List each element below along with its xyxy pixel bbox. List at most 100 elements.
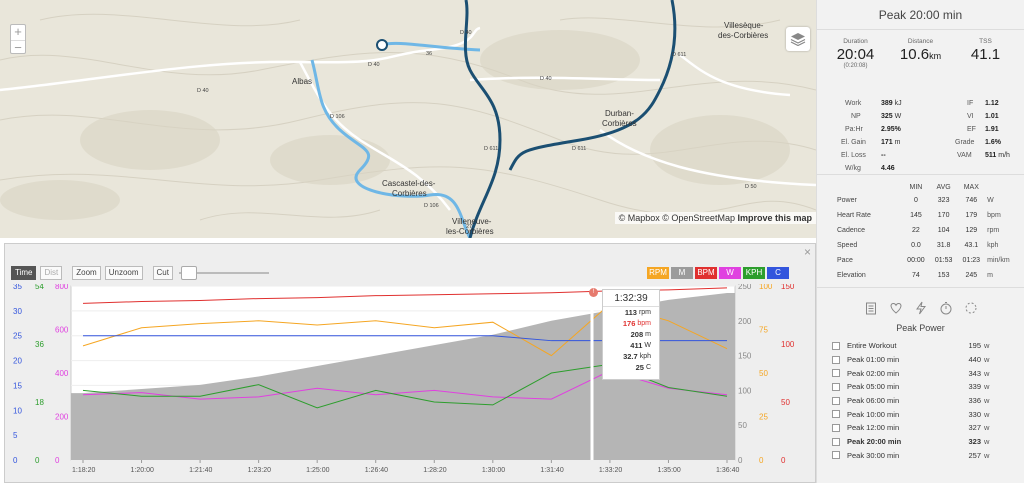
left-axis-tick: 200 xyxy=(55,413,69,422)
tss-metric: TSS 41.1 xyxy=(970,38,1001,63)
lightning-icon[interactable] xyxy=(914,301,928,315)
smoothing-slider[interactable] xyxy=(178,266,269,280)
x-tick-label: 1:31:40 xyxy=(540,467,563,474)
stat-ef: EF xyxy=(967,126,976,133)
detail-stats: Work 389 kJ NP 325 W Pa:Hr 2.95% El. Gai… xyxy=(817,96,1024,172)
left-axis-tick: 0 xyxy=(35,456,40,465)
peak-item-selected[interactable]: Peak 20:00 min 323 w xyxy=(817,435,1024,449)
x-tick-label: 1:18:20 xyxy=(72,467,95,474)
zoom-button[interactable]: Zoom xyxy=(72,266,101,280)
analysis-icons xyxy=(817,301,1024,317)
osm-link[interactable]: © OpenStreetMap xyxy=(662,213,735,223)
stat-work: Work xyxy=(845,100,862,107)
unzoom-button[interactable]: Unzoom xyxy=(104,266,143,280)
table-header: MIN AVG MAX xyxy=(817,181,1024,193)
peak-item[interactable]: Peak 02:00 min 343 w xyxy=(817,366,1024,380)
table-row: Heart Rate 145 170 179 bpm xyxy=(837,212,1001,219)
route-map[interactable]: Villesèque- des-Corbières Albas Durban- … xyxy=(0,0,816,238)
zoom-out-button[interactable]: − xyxy=(11,40,25,55)
series-toggle-c[interactable]: C xyxy=(767,267,789,279)
place-label: Corbières xyxy=(392,189,427,198)
peak-item[interactable]: Peak 05:00 min 339 w xyxy=(817,380,1024,394)
tooltip-row: 25 C xyxy=(635,363,651,372)
clipboard-icon[interactable] xyxy=(864,301,878,315)
road-label: D 40 xyxy=(197,88,209,94)
table-row: Cadence 22 104 129 rpm xyxy=(837,227,1000,234)
dist-button[interactable]: Dist xyxy=(40,266,63,280)
zoom-in-button[interactable]: + xyxy=(14,24,22,39)
sidebar-title: Peak 20:00 min xyxy=(817,0,1024,30)
road-label: D 40 xyxy=(540,76,552,82)
stopwatch-icon[interactable] xyxy=(939,301,953,315)
improve-map-link[interactable]: Improve this map xyxy=(737,213,812,223)
checkbox[interactable] xyxy=(832,451,840,460)
peak-item[interactable]: Peak 06:00 min 336 w xyxy=(817,394,1024,408)
x-tick-label: 1:30:00 xyxy=(482,467,505,474)
left-axis-tick: 800 xyxy=(55,284,69,291)
road-label: D 50 xyxy=(745,184,757,190)
chart-panel: × Time Dist Zoom Unzoom Cut RPM M BPM W … xyxy=(4,243,816,483)
right-axis-tick: 200 xyxy=(738,317,752,326)
cut-button[interactable]: Cut xyxy=(152,266,173,280)
stat-el-gain-value: 171 m xyxy=(881,139,901,146)
time-button[interactable]: Time xyxy=(11,266,37,280)
left-axis-tick: 5 xyxy=(13,431,18,440)
left-axis-tick: 54 xyxy=(35,284,44,291)
close-icon[interactable]: × xyxy=(803,245,811,259)
x-tick-label: 1:26:40 xyxy=(365,467,388,474)
place-label: Villesèque- xyxy=(724,21,764,30)
right-axis-tick: 50 xyxy=(759,369,768,378)
stat-vi: VI xyxy=(967,113,974,120)
map-attribution: © Mapbox © OpenStreetMap Improve this ma… xyxy=(614,212,816,224)
checkbox[interactable] xyxy=(832,423,840,432)
layers-icon xyxy=(790,33,806,46)
peak-item[interactable]: Peak 01:00 min 440 w xyxy=(817,353,1024,367)
checkbox[interactable] xyxy=(832,369,840,378)
checkbox[interactable] xyxy=(832,437,840,446)
stat-vam-value: 511 m/h xyxy=(985,152,1010,159)
checkbox[interactable] xyxy=(832,410,840,419)
x-axis: 1:18:20 1:20:00 1:21:40 1:23:20 1:25:00 1:26:… xyxy=(72,460,739,474)
checkbox[interactable] xyxy=(832,355,840,364)
map-terrain: Villesèque- des-Corbières Albas Durban- … xyxy=(0,0,816,238)
right-axis-tick: 50 xyxy=(781,398,790,407)
series-toggle-kph[interactable]: KPH xyxy=(743,267,765,279)
stat-work-value: 389 kJ xyxy=(881,100,902,107)
table-row: Power 0 323 746 W xyxy=(837,197,994,204)
checkbox[interactable] xyxy=(832,396,840,405)
slider-handle[interactable] xyxy=(180,266,197,280)
right-axis-tick: 75 xyxy=(759,326,768,335)
left-axis-tick: 35 xyxy=(13,284,22,291)
series-toggle-rpm[interactable]: RPM xyxy=(647,267,669,279)
series-toggle-bpm[interactable]: BPM xyxy=(695,267,717,279)
dashed-circle-icon[interactable] xyxy=(964,301,978,315)
mapbox-link[interactable]: © Mapbox xyxy=(618,213,660,223)
road-label: D 106 xyxy=(330,114,345,120)
stats-sidebar: Peak 20:00 min Duration 20:04 (0:20:08) … xyxy=(816,0,1024,483)
right-axis-tick: 250 xyxy=(738,284,752,291)
peak-power-list: Entire Workout 195 w Peak 01:00 min 440 w Pe… xyxy=(817,339,1024,462)
series-toggle-m[interactable]: M xyxy=(671,267,693,279)
min-avg-max-table: MIN AVG MAX Power 0 323 746 W Heart Rate 145 1… xyxy=(817,181,1024,283)
checkbox[interactable] xyxy=(832,341,840,350)
peak-item[interactable]: Entire Workout 195 w xyxy=(817,339,1024,353)
x-tick-label: 1:33:20 xyxy=(599,467,622,474)
left-axis-tick: 15 xyxy=(13,381,22,390)
series-toggle-w[interactable]: W xyxy=(719,267,741,279)
lap-marker-icon[interactable]: ! xyxy=(589,288,598,297)
peak-item[interactable]: Peak 10:00 min 330 w xyxy=(817,407,1024,421)
divider xyxy=(817,287,1024,288)
stat-if-value: 1.12 xyxy=(985,100,999,107)
layers-button[interactable] xyxy=(786,27,810,51)
peak-item[interactable]: Peak 12:00 min 327 w xyxy=(817,421,1024,435)
left-axis-tick: 25 xyxy=(13,332,22,341)
checkbox[interactable] xyxy=(832,382,840,391)
heart-icon[interactable] xyxy=(889,301,903,315)
stat-ef-value: 1.91 xyxy=(985,126,999,133)
left-axis-tick: 0 xyxy=(55,456,60,465)
right-axis-tick: 0 xyxy=(759,456,764,465)
peak-item[interactable]: Peak 30:00 min 257 w xyxy=(817,449,1024,463)
left-axis-tick: 36 xyxy=(35,340,44,349)
left-axis-tick: 10 xyxy=(13,406,22,415)
